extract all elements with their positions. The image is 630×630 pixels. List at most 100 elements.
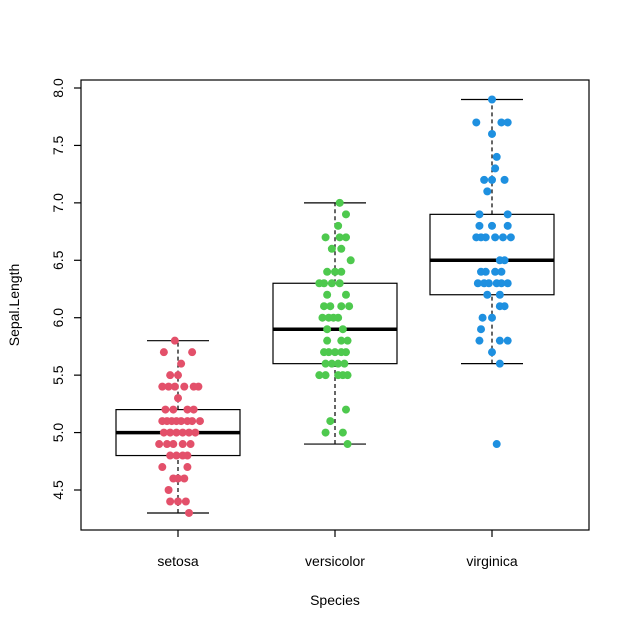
box-setosa [115,340,241,514]
data-point-virginica [497,279,506,288]
data-point-versicolor [318,313,327,322]
data-point-versicolor [334,221,343,230]
data-point-versicolor [323,267,332,276]
data-point-versicolor [335,233,344,242]
data-point-virginica [503,279,512,288]
x-axis-title: Species [310,592,360,608]
data-point-setosa [183,463,192,472]
data-point-versicolor [327,244,336,253]
data-point-virginica [483,187,492,196]
data-point-setosa [155,440,164,449]
data-point-setosa [188,348,197,357]
data-point-versicolor [315,371,324,380]
data-point-virginica [503,221,512,230]
data-point-virginica [491,233,500,242]
data-point-virginica [475,336,484,345]
data-point-virginica [481,233,490,242]
data-point-setosa [169,440,178,449]
data-point-setosa [159,348,168,357]
data-point-setosa [180,474,189,483]
data-point-virginica [492,440,501,449]
data-point-setosa [189,405,198,414]
data-point-versicolor [335,279,344,288]
x-tick-label: virginica [466,553,518,569]
data-point-virginica [492,152,501,161]
data-point-virginica [477,325,486,334]
data-point-setosa [169,405,178,414]
data-point-virginica [503,210,512,219]
x-tick-label: setosa [157,553,198,569]
data-point-setosa [159,428,168,437]
data-point-virginica [475,221,484,230]
data-point-setosa [161,405,170,414]
data-point-versicolor [331,267,339,276]
data-point-setosa [195,417,204,426]
data-point-setosa [177,417,186,426]
data-point-versicolor [323,290,332,299]
y-tick-label: 6.5 [50,250,66,270]
y-tick-label: 7.5 [50,135,66,155]
data-point-virginica [500,175,509,184]
data-point-versicolor [327,279,336,288]
data-point-virginica [488,313,496,322]
data-point-setosa [163,440,172,449]
data-point-virginica [484,279,493,288]
data-point-setosa [170,382,179,391]
data-point-setosa [166,497,175,506]
data-point-setosa [172,428,181,437]
data-point-virginica [488,221,496,230]
data-point-versicolor [343,440,352,449]
data-point-virginica [483,290,492,299]
data-point-setosa [188,417,197,426]
data-point-versicolor [323,325,332,334]
data-point-setosa [166,371,175,380]
data-point-virginica [475,210,484,219]
data-point-setosa [174,394,182,403]
data-point-virginica [472,118,481,127]
y-tick-label: 6.0 [50,308,66,328]
data-point-setosa [170,336,179,345]
data-point-setosa [174,497,182,506]
data-point-virginica [488,348,496,357]
data-point-versicolor [320,279,329,288]
data-point-versicolor [321,371,330,380]
data-point-virginica [498,233,507,242]
data-point-setosa [164,382,173,391]
data-point-setosa [172,451,181,460]
data-point-setosa [184,508,193,517]
data-point-setosa [177,359,186,368]
y-tick-label: 7.0 [50,193,66,213]
data-point-setosa [181,497,190,506]
data-point-virginica [495,290,504,299]
data-point-virginica [491,267,500,276]
data-point-virginica [500,256,509,265]
data-point-versicolor [331,348,339,357]
data-point-setosa [174,371,182,380]
y-tick-label: 5.5 [50,365,66,385]
data-point-virginica [495,336,504,345]
data-point-versicolor [346,256,355,265]
data-point-setosa [191,428,200,437]
data-point-versicolor [334,313,343,322]
y-tick-label: 4.5 [50,480,66,500]
data-point-versicolor [341,210,350,219]
data-point-setosa [158,463,167,472]
data-point-versicolor [341,233,350,242]
data-point-virginica [503,336,512,345]
data-point-versicolor [340,359,349,368]
data-point-versicolor [337,302,346,311]
data-point-virginica [478,313,487,322]
data-point-versicolor [338,428,347,437]
data-point-setosa [178,428,187,437]
data-point-setosa [166,428,175,437]
y-axis: 4.5 5.0 5.5 6.0 6.5 7.0 7.5 8.0 [50,78,81,500]
box-virginica [429,98,555,365]
data-point-versicolor [337,244,346,253]
data-point-virginica [481,267,490,276]
x-tick-label: versicolor [305,553,365,569]
data-point-versicolor [343,371,352,380]
x-axis: setosa versicolor virginica [157,530,518,569]
data-point-virginica [473,279,482,288]
data-point-setosa [186,440,195,449]
